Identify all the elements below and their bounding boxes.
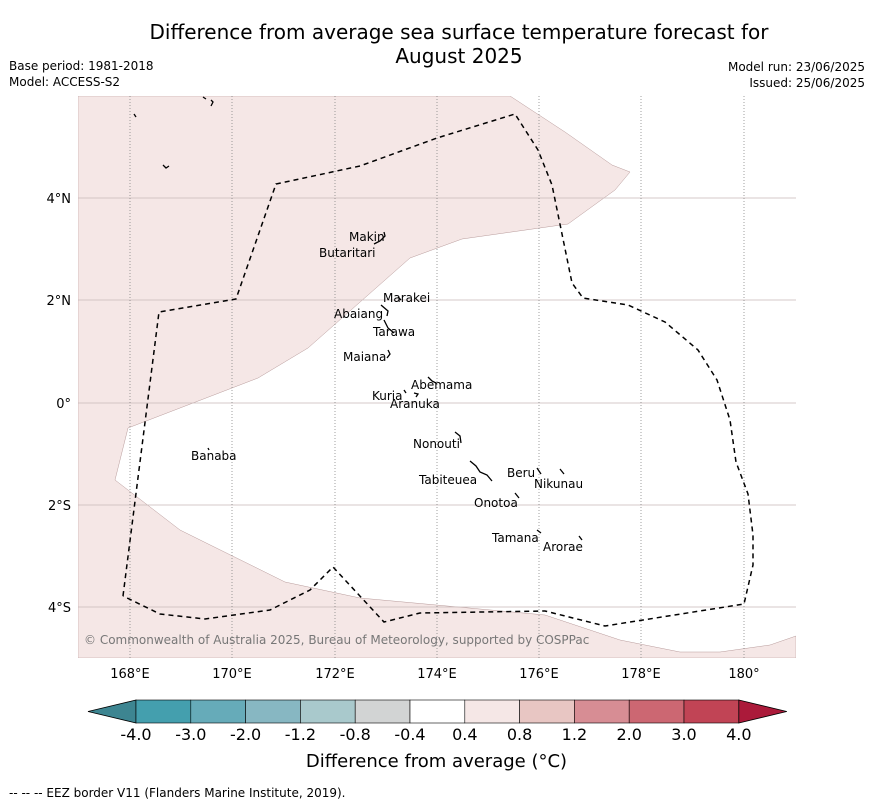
island-shape bbox=[427, 376, 437, 384]
island-shape bbox=[578, 535, 583, 541]
colorbar-segment bbox=[300, 699, 356, 724]
island-shape bbox=[202, 96, 214, 107]
colorbar-tick-label: -4.0 bbox=[120, 725, 151, 744]
colorbar-tick-label: 0.4 bbox=[452, 725, 477, 744]
island-shape bbox=[397, 296, 402, 301]
longitude-gridlines bbox=[129, 96, 745, 658]
label-nikunau: Nikunau bbox=[534, 477, 583, 491]
eez-legend: -- -- -- EEZ border V11 (Flanders Marine… bbox=[9, 786, 346, 800]
island-shape bbox=[454, 431, 462, 444]
label-butaritari: Butaritari bbox=[319, 246, 376, 260]
colorbar-tick-label: -2.0 bbox=[230, 725, 261, 744]
anomaly-region-warm bbox=[78, 96, 796, 658]
colorbar-tick-label: 2.0 bbox=[616, 725, 641, 744]
island-shape bbox=[133, 113, 137, 118]
colorbar-tick-label: -1.2 bbox=[285, 725, 316, 744]
model-run-date: Model run: 23/06/2025 bbox=[727, 60, 865, 74]
colorbar-tick-labels: -4.0 -3.0 -2.0 -1.2 -0.8 -0.4 0.4 0.8 1.2 2.0 3.0 4… bbox=[120, 725, 751, 744]
label-kuria: Kuria bbox=[372, 389, 403, 403]
colorbar-tick-label: -0.8 bbox=[340, 725, 371, 744]
colorbar bbox=[87, 699, 787, 724]
colorbar-segment bbox=[683, 699, 740, 724]
run-info: Model run: 23/06/2025 Issued: 25/06/2025 bbox=[728, 59, 865, 91]
map-plot-area bbox=[78, 96, 796, 658]
label-marakei: Marakei bbox=[383, 291, 430, 305]
island-shape bbox=[380, 304, 389, 317]
label-beru: Beru bbox=[507, 466, 535, 480]
x-tick-label: 168°E bbox=[110, 667, 150, 682]
longitude-axis: 168°E 170°E 172°E 174°E 176°E 178°E 180° bbox=[110, 667, 759, 682]
latitude-axis: 4°N 2°N 0° 2°S 4°S bbox=[47, 192, 72, 616]
model-name: Model: ACCESS-S2 bbox=[9, 75, 121, 89]
x-tick-label: 174°E bbox=[417, 667, 457, 682]
island-shape bbox=[373, 231, 386, 245]
colorbar-segment bbox=[409, 699, 466, 724]
island-shape bbox=[207, 447, 210, 451]
colorbar-tick-label: 4.0 bbox=[726, 725, 751, 744]
colorbar-tick-label: 1.2 bbox=[562, 725, 587, 744]
x-tick-label: 178°E bbox=[621, 667, 661, 682]
issued-date: Issued: 25/06/2025 bbox=[749, 76, 865, 90]
colorbar-extend-high bbox=[738, 699, 787, 724]
x-tick-label: 172°E bbox=[315, 667, 355, 682]
island-shape bbox=[403, 389, 407, 394]
colorbar-segment bbox=[464, 699, 520, 724]
island-shape bbox=[469, 460, 493, 482]
title-line-1: Difference from average sea surface temp… bbox=[149, 20, 769, 44]
label-maiana: Maiana bbox=[343, 350, 386, 364]
label-abaiang: Abaiang bbox=[334, 307, 383, 321]
label-tamana: Tamana bbox=[491, 531, 539, 545]
place-labels: Makin Butaritari Marakei Abaiang Tarawa … bbox=[191, 230, 583, 554]
colorbar-tick-label: 3.0 bbox=[671, 725, 696, 744]
colorbar-segment bbox=[519, 699, 575, 724]
x-tick-label: 170°E bbox=[212, 667, 252, 682]
base-period: Base period: 1981-2018 bbox=[9, 59, 154, 73]
island-shape bbox=[162, 164, 170, 169]
colorbar-extend-low bbox=[87, 699, 137, 724]
island-shape bbox=[559, 468, 565, 475]
colorbar-segment bbox=[135, 699, 192, 724]
label-makin: Makin bbox=[349, 230, 385, 244]
label-aranuka: Aranuka bbox=[390, 397, 440, 411]
y-tick-label: 2°N bbox=[47, 294, 72, 309]
colorbar-tick-label: -3.0 bbox=[175, 725, 206, 744]
colorbar-tick-label: 0.8 bbox=[507, 725, 532, 744]
map-title: Difference from average sea surface temp… bbox=[0, 20, 873, 68]
label-onotoa: Onotoa bbox=[474, 496, 518, 510]
colorbar-tick-label: -0.4 bbox=[394, 725, 425, 744]
island-shape bbox=[386, 349, 391, 359]
base-info: Base period: 1981-2018 Model: ACCESS-S2 bbox=[9, 58, 154, 90]
label-nonouti: Nonouti bbox=[413, 437, 460, 451]
colorbar-segment bbox=[245, 699, 301, 724]
colorbar-segment bbox=[190, 699, 246, 724]
x-tick-label: 176°E bbox=[519, 667, 559, 682]
copyright-notice: © Commonwealth of Australia 2025, Bureau… bbox=[84, 633, 589, 647]
island-shape bbox=[413, 392, 420, 398]
label-tabiteuea: Tabiteuea bbox=[418, 473, 477, 487]
y-tick-label: 2°S bbox=[48, 499, 71, 514]
label-arorae: Arorae bbox=[543, 540, 583, 554]
island-shape bbox=[514, 492, 520, 499]
island-shape bbox=[536, 529, 542, 534]
islands bbox=[133, 96, 583, 541]
colorbar-segment bbox=[354, 699, 411, 724]
label-tarawa: Tarawa bbox=[372, 325, 415, 339]
y-tick-label: 4°N bbox=[47, 192, 72, 207]
x-tick-label: 180° bbox=[728, 667, 759, 682]
y-tick-label: 0° bbox=[56, 397, 71, 412]
colorbar-label: Difference from average (°C) bbox=[305, 751, 568, 772]
title-line-2: August 2025 bbox=[395, 44, 523, 68]
island-shape bbox=[383, 319, 395, 334]
label-banaba: Banaba bbox=[191, 449, 237, 463]
island-shape bbox=[536, 467, 542, 475]
colorbar-segment bbox=[628, 699, 685, 724]
y-tick-label: 4°S bbox=[48, 601, 71, 616]
colorbar-segment bbox=[574, 699, 630, 724]
label-abemama: Abemama bbox=[411, 378, 472, 392]
